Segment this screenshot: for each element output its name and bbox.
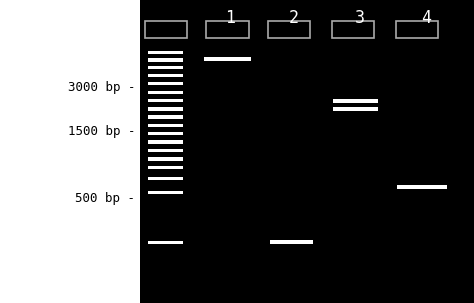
Text: 3000 bp -: 3000 bp - xyxy=(68,82,135,94)
Text: 500 bp -: 500 bp - xyxy=(75,192,135,205)
Text: 1: 1 xyxy=(225,9,235,27)
Text: 2: 2 xyxy=(289,9,299,27)
Text: 4: 4 xyxy=(421,9,432,27)
Text: 3: 3 xyxy=(355,9,365,27)
Text: 1500 bp -: 1500 bp - xyxy=(68,125,135,138)
